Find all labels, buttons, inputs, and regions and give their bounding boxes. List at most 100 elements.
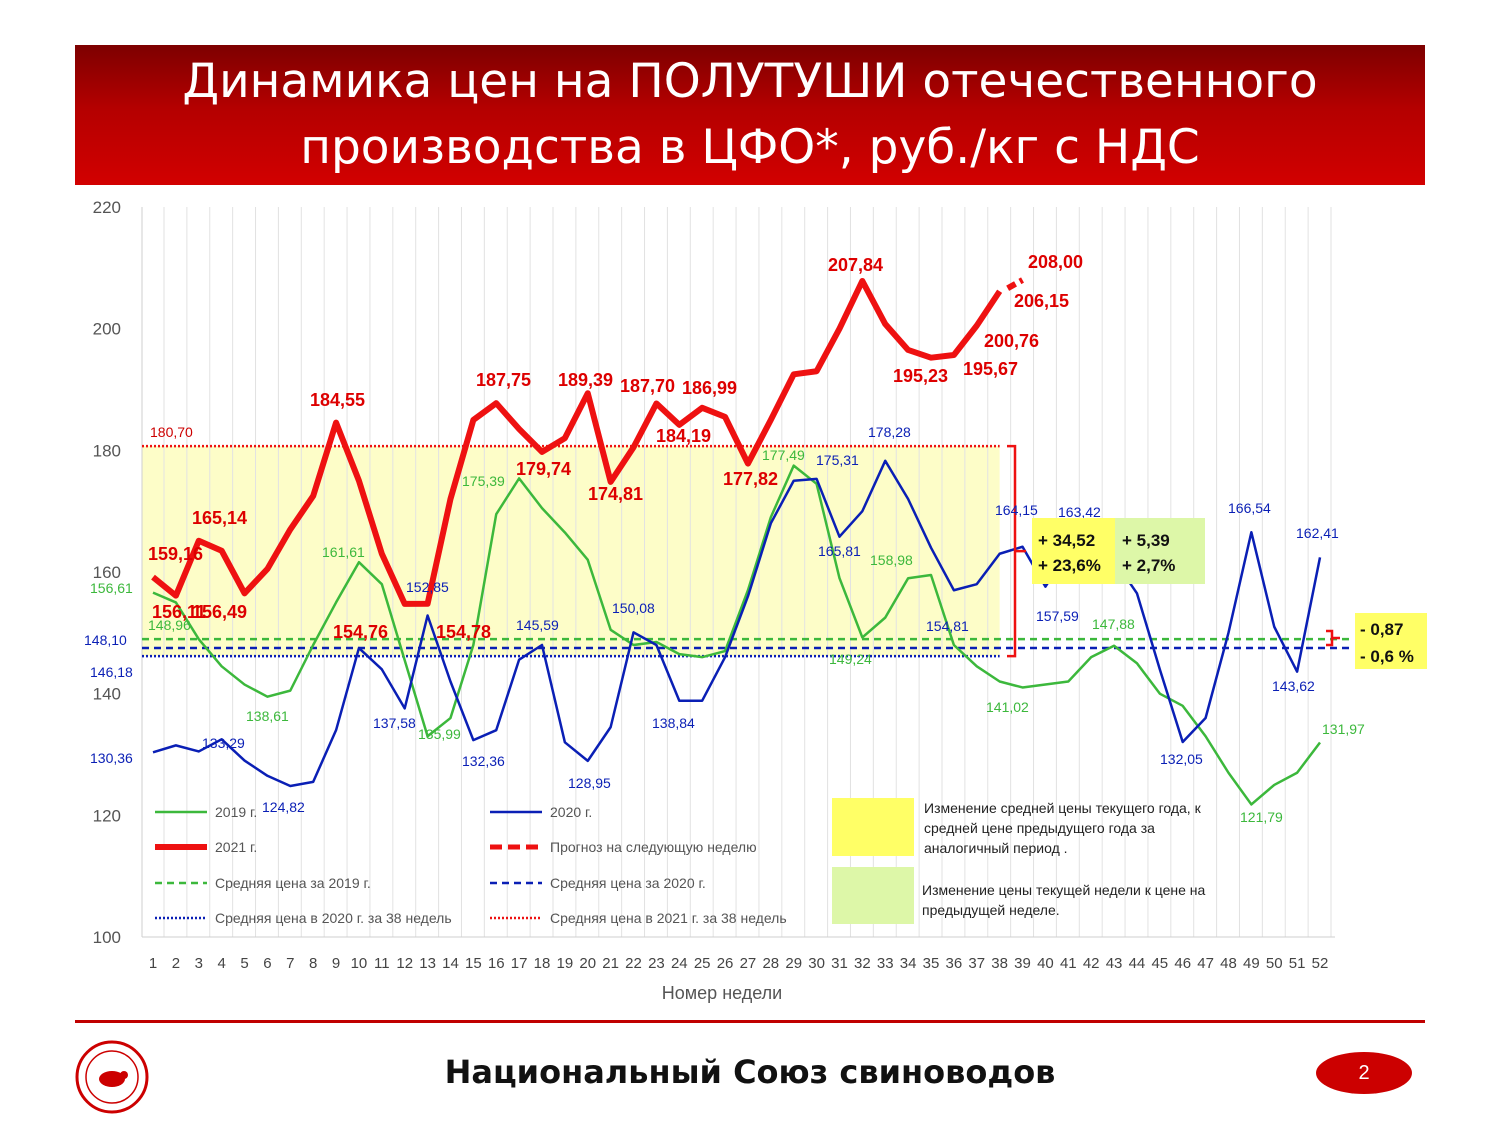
x-tick-label: 20	[579, 955, 596, 972]
data-label: 165,81	[818, 543, 861, 559]
x-tick-label: 34	[900, 955, 917, 972]
legend-note-yellow-line: аналогичный период .	[924, 840, 1068, 856]
data-label: 161,61	[322, 544, 365, 560]
x-tick-label: 3	[195, 955, 203, 972]
x-tick-label: 5	[240, 955, 248, 972]
series-line-2019	[152, 464, 1321, 806]
data-label: 187,75	[476, 370, 531, 390]
x-tick-label: 26	[717, 955, 734, 972]
legend-note-green-line: Изменение цены текущей недели к цене на	[922, 882, 1206, 898]
change-side-abs: - 0,87	[1360, 620, 1403, 639]
y-tick-label: 160	[93, 563, 121, 582]
x-tick-label: 14	[442, 955, 459, 972]
page-number-badge: 2	[1316, 1052, 1412, 1094]
change-week-abs: + 5,39	[1122, 531, 1170, 550]
data-label: 156,61	[90, 580, 133, 596]
y-tick-label: 220	[93, 198, 121, 217]
data-label: 138,84	[652, 715, 695, 731]
change-side-box	[1355, 613, 1427, 669]
x-tick-label: 21	[602, 955, 619, 972]
legend-label: 2021 г.	[215, 839, 257, 855]
data-label: 137,58	[373, 715, 416, 731]
x-tick-label: 28	[762, 955, 779, 972]
data-label: 156,11	[152, 602, 206, 622]
data-label: 154,78	[436, 622, 491, 642]
data-label: 156,49	[192, 602, 247, 622]
data-label: 154,76	[333, 622, 388, 642]
data-label: 147,88	[1092, 616, 1135, 632]
x-tick-label: 24	[671, 955, 688, 972]
x-tick-label: 45	[1151, 955, 1168, 972]
legend-label: 2020 г.	[550, 804, 592, 820]
data-label: 130,36	[90, 750, 133, 766]
x-tick-label: 13	[419, 955, 436, 972]
x-tick-label: 36	[946, 955, 963, 972]
data-label: 132,36	[462, 753, 505, 769]
data-label: 207,84	[828, 255, 883, 275]
x-tick-label: 8	[309, 955, 317, 972]
data-label: 128,95	[568, 775, 611, 791]
x-tick-label: 4	[217, 955, 225, 972]
x-tick-label: 16	[488, 955, 505, 972]
x-tick-label: 38	[991, 955, 1008, 972]
data-label: 152,85	[406, 579, 449, 595]
x-tick-label: 17	[511, 955, 528, 972]
x-tick-label: 42	[1083, 955, 1100, 972]
legend-label: Средняя цена в 2020 г. за 38 недель	[215, 910, 452, 926]
x-tick-label: 2	[172, 955, 180, 972]
data-label: 164,15	[995, 502, 1038, 518]
page-title-line1: Динамика цен на ПОЛУТУШИ отечественного	[182, 54, 1318, 109]
x-tick-label: 25	[694, 955, 711, 972]
x-tick-label: 46	[1174, 955, 1191, 972]
data-label: 131,97	[1322, 721, 1365, 737]
x-tick-label: 1	[149, 955, 157, 972]
data-label: 178,28	[868, 424, 911, 440]
data-label: 163,42	[1058, 504, 1101, 520]
change-week-pct: + 2,7%	[1122, 556, 1175, 575]
data-label: 154,81	[926, 618, 969, 634]
x-tick-label: 11	[374, 955, 390, 972]
x-tick-label: 50	[1266, 955, 1283, 972]
data-label: 145,59	[516, 617, 559, 633]
x-tick-label: 9	[332, 955, 340, 972]
x-tick-label: 43	[1106, 955, 1123, 972]
x-tick-label: 15	[465, 955, 482, 972]
x-tick-label: 18	[534, 955, 551, 972]
range-bracket-icon	[1007, 444, 1026, 658]
x-tick-label: 37	[968, 955, 985, 972]
legend-green-swatch	[832, 867, 914, 924]
x-tick-label: 35	[923, 955, 940, 972]
data-label: 184,55	[310, 390, 365, 410]
change-year-abs: + 34,52	[1038, 531, 1095, 550]
x-tick-label: 7	[286, 955, 294, 972]
x-tick-label: 23	[648, 955, 665, 972]
data-label: 206,15	[1014, 291, 1069, 311]
page-title-line2: производства в ЦФО*, руб./кг с НДС	[300, 120, 1200, 175]
x-tick-label: 29	[785, 955, 802, 972]
data-label: 184,19	[656, 426, 711, 446]
legend-note-yellow-line: средней цене предыдущего года за	[924, 820, 1155, 836]
union-logo-icon	[75, 1040, 149, 1114]
data-label: 141,02	[986, 699, 1029, 715]
change-year-pct: + 23,6%	[1038, 556, 1101, 575]
legend-yellow-swatch	[832, 798, 914, 856]
data-label: 208,00	[1028, 252, 1083, 272]
data-label: 143,62	[1272, 678, 1315, 694]
footer-divider	[75, 1020, 1425, 1023]
data-label: 121,79	[1240, 809, 1283, 825]
title-banner: Динамика цен на ПОЛУТУШИ отечественного …	[75, 45, 1425, 185]
avg-mid-label: 148,10	[84, 632, 127, 648]
data-label: 146,18	[90, 664, 133, 680]
legend-label: Прогноз на следующую неделю	[550, 839, 757, 855]
footer-org-name: Национальный Союз свиноводов	[444, 1053, 1056, 1091]
x-tick-label: 51	[1289, 955, 1306, 972]
data-label: 195,67	[963, 359, 1018, 379]
data-label: 200,76	[984, 331, 1039, 351]
x-tick-label: 52	[1312, 955, 1329, 972]
change-side-pct: - 0,6 %	[1360, 647, 1414, 666]
x-tick-label: 40	[1037, 955, 1054, 972]
data-label: 177,49	[762, 447, 805, 463]
x-tick-label: 44	[1129, 955, 1146, 972]
y-tick-label: 140	[93, 685, 121, 704]
